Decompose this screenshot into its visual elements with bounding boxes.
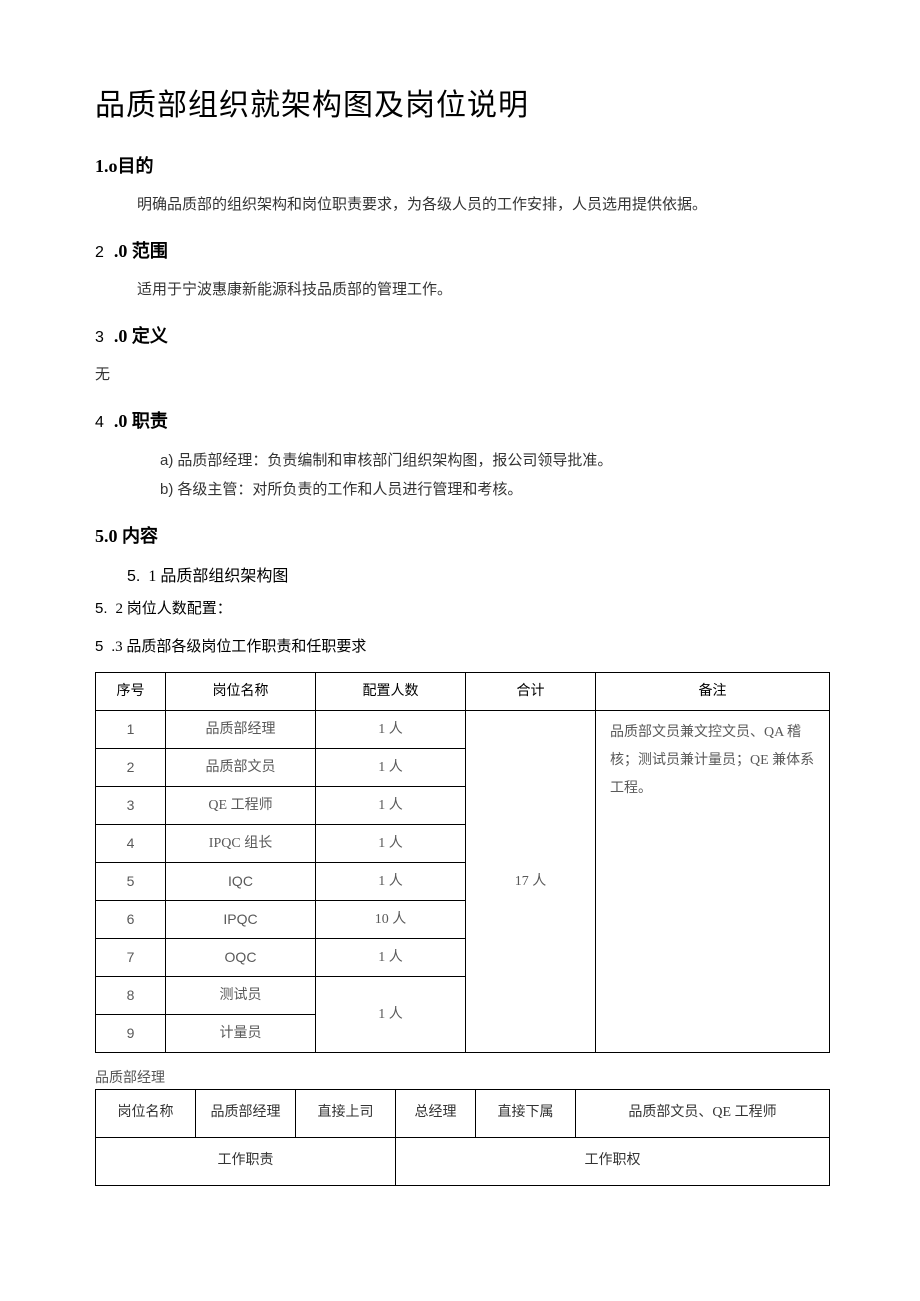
cell-value: 总经理 [396, 1090, 476, 1138]
cell-pos: IPQC 组长 [166, 825, 316, 863]
section-5-item-2: 5. 2 岗位人数配置： [95, 592, 830, 626]
cell-pos: QE 工程师 [166, 787, 316, 825]
cell-label: 岗位名称 [96, 1090, 196, 1138]
section-2-heading: 2 .0 范围 [95, 237, 830, 263]
section-3-num: 3 [95, 329, 104, 346]
section-1-text: 目的 [118, 156, 154, 176]
th-config: 配置人数 [316, 673, 466, 711]
item-letter: a) [160, 452, 173, 469]
section-2-text: .0 范围 [114, 241, 168, 261]
section-4-item-a: a)品质部经理：负责编制和审核部门组织架构图，报公司领导批准。 [160, 447, 830, 476]
cell-cfg: 1 人 [316, 825, 466, 863]
item-text: 品质部经理：负责编制和审核部门组织架构图，报公司领导批准。 [177, 453, 612, 469]
table-row: 岗位名称 品质部经理 直接上司 总经理 直接下属 品质部文员、QE 工程师 [96, 1090, 830, 1138]
cell-pos: 计量员 [166, 1015, 316, 1053]
item-text: 2 岗位人数配置： [116, 601, 232, 617]
cell-seq: 1 [96, 711, 166, 749]
cell-duties-header: 工作职责 [96, 1137, 396, 1185]
manager-subtitle: 品质部经理 [95, 1067, 830, 1087]
cell-seq: 4 [96, 825, 166, 863]
cell-seq: 8 [96, 977, 166, 1015]
cell-seq: 9 [96, 1015, 166, 1053]
cell-total: 17 人 [466, 711, 596, 1053]
cell-seq: 7 [96, 939, 166, 977]
section-1-num: 1.o [95, 156, 118, 176]
doc-title: 品质部组织就架构图及岗位说明 [95, 80, 830, 124]
section-5-num: 5.0 [95, 526, 118, 546]
cell-cfg: 10 人 [316, 901, 466, 939]
section-4-heading: 4 .0 职责 [95, 407, 830, 433]
section-3-text: .0 定义 [114, 326, 168, 346]
table-header-row: 序号 岗位名称 配置人数 合计 备注 [96, 673, 830, 711]
section-5-text: 内容 [122, 526, 158, 546]
cell-seq: 5 [96, 863, 166, 901]
cell-pos: IQC [166, 863, 316, 901]
item-text: .3 品质部各级岗位工作职责和任职要求 [111, 639, 366, 655]
section-3-body: 无 [95, 362, 830, 389]
cell-note: 品质部文员兼文控文员、QA 稽核；测试员兼计量员；QE 兼体系工程。 [596, 711, 830, 1053]
section-4-num: 4 [95, 414, 104, 431]
section-4-item-b: b)各级主管：对所负责的工作和人员进行管理和考核。 [160, 476, 830, 505]
section-2-num: 2 [95, 244, 104, 261]
cell-pos: 品质部经理 [166, 711, 316, 749]
section-5-item-1: 5. 1 品质部组织架构图 [127, 562, 830, 586]
th-note: 备注 [596, 673, 830, 711]
table-row: 工作职责 工作职权 [96, 1137, 830, 1185]
cell-authority-header: 工作职权 [396, 1137, 830, 1185]
item-num: 5. [127, 568, 140, 585]
section-3-heading: 3 .0 定义 [95, 322, 830, 348]
cell-seq: 2 [96, 749, 166, 787]
cell-cfg: 1 人 [316, 863, 466, 901]
section-1-body: 明确品质部的组织架构和岗位职责要求，为各级人员的工作安排，人员选用提供依据。 [137, 192, 830, 219]
item-num: 5. [95, 600, 108, 617]
item-num: 5 [95, 638, 103, 655]
cell-label: 直接上司 [296, 1090, 396, 1138]
th-total: 合计 [466, 673, 596, 711]
section-1-heading: 1.o目的 [95, 152, 830, 178]
cell-value: 品质部经理 [196, 1090, 296, 1138]
cell-cfg: 1 人 [316, 787, 466, 825]
cell-pos: OQC [166, 939, 316, 977]
cell-pos: IPQC [166, 901, 316, 939]
item-text: 各级主管：对所负责的工作和人员进行管理和考核。 [177, 482, 522, 498]
section-5-heading: 5.0 内容 [95, 522, 830, 548]
table-row: 1 品质部经理 1 人 17 人 品质部文员兼文控文员、QA 稽核；测试员兼计量… [96, 711, 830, 749]
cell-pos: 测试员 [166, 977, 316, 1015]
cell-seq: 6 [96, 901, 166, 939]
manager-table: 岗位名称 品质部经理 直接上司 总经理 直接下属 品质部文员、QE 工程师 工作… [95, 1089, 830, 1186]
staffing-table: 序号 岗位名称 配置人数 合计 备注 1 品质部经理 1 人 17 人 品质部文… [95, 672, 830, 1053]
cell-seq: 3 [96, 787, 166, 825]
th-seq: 序号 [96, 673, 166, 711]
item-text: 1 品质部组织架构图 [148, 568, 288, 585]
section-2-body: 适用于宁波惠康新能源科技品质部的管理工作。 [137, 277, 830, 304]
cell-cfg: 1 人 [316, 939, 466, 977]
section-4-list: a)品质部经理：负责编制和审核部门组织架构图，报公司领导批准。 b)各级主管：对… [160, 447, 830, 504]
cell-label: 直接下属 [476, 1090, 576, 1138]
cell-pos: 品质部文员 [166, 749, 316, 787]
section-5-item-3: 5 .3 品质部各级岗位工作职责和任职要求 [95, 630, 830, 664]
th-position: 岗位名称 [166, 673, 316, 711]
section-4-text: .0 职责 [114, 411, 168, 431]
cell-cfg: 1 人 [316, 711, 466, 749]
cell-cfg: 1 人 [316, 749, 466, 787]
item-letter: b) [160, 481, 173, 498]
cell-value: 品质部文员、QE 工程师 [576, 1090, 830, 1138]
cell-cfg-merged: 1 人 [316, 977, 466, 1053]
